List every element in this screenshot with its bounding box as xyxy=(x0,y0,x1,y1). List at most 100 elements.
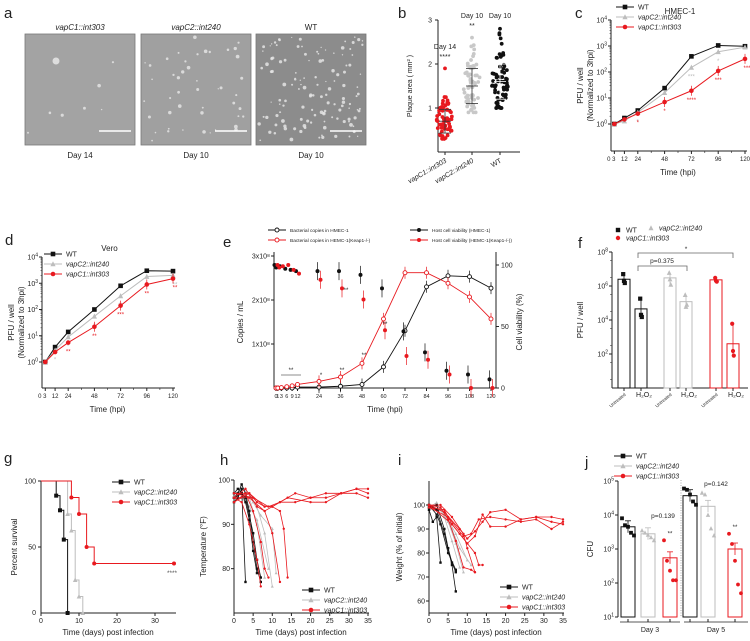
data-point xyxy=(648,534,654,540)
plaque xyxy=(341,54,344,56)
panel-label-d: d xyxy=(5,232,13,249)
data-point xyxy=(473,73,478,78)
legend-label: Host cell viability (HEMC-1(Keap1-/-)) xyxy=(432,238,512,244)
data-point xyxy=(622,280,627,286)
plaque xyxy=(361,43,364,46)
data-point xyxy=(682,292,688,297)
data-point xyxy=(499,41,504,46)
data-point xyxy=(469,108,473,112)
data-point xyxy=(488,316,494,322)
significance: ** xyxy=(144,291,149,297)
legend-marker xyxy=(118,479,124,485)
panel-label-h: h xyxy=(220,452,228,469)
legend-label: WT xyxy=(626,228,638,235)
x-tick-label: H₂O₂ xyxy=(636,392,652,399)
data-point xyxy=(355,487,358,491)
plaque xyxy=(347,117,351,121)
plaque xyxy=(284,99,287,103)
data-point xyxy=(688,492,692,497)
x-tick-label: 84 xyxy=(423,394,429,400)
y-axis-label: Plaque area ( mm² ) xyxy=(407,55,414,117)
data-point xyxy=(473,571,477,574)
panel-label-f: f xyxy=(578,235,583,252)
x-tick-label: 15 xyxy=(483,618,491,625)
data-point xyxy=(714,279,719,284)
data-point xyxy=(440,136,445,141)
data-point xyxy=(278,500,282,504)
legend-marker xyxy=(615,235,621,241)
data-point xyxy=(469,58,473,62)
data-point xyxy=(635,111,641,116)
plaque xyxy=(361,40,364,42)
data-point xyxy=(255,558,259,561)
plaque xyxy=(322,111,326,116)
x-group-label: Day 3 xyxy=(641,627,659,634)
data-point xyxy=(324,500,328,504)
x-tick-label: 72 xyxy=(402,394,408,400)
x-tick-label: 96 xyxy=(445,394,451,400)
data-point xyxy=(561,523,565,526)
data-point xyxy=(561,520,565,523)
plaque xyxy=(242,115,245,118)
legend-marker xyxy=(50,251,56,257)
series-line-0 xyxy=(44,270,174,363)
y-tick-label: 108 xyxy=(597,248,608,257)
data-point xyxy=(742,56,748,62)
data-point xyxy=(442,95,447,99)
data-point xyxy=(466,73,471,78)
data-point xyxy=(458,527,461,531)
day-label: Day 14 xyxy=(434,44,456,51)
legend-marker xyxy=(118,499,124,505)
data-point xyxy=(286,263,291,267)
plaque xyxy=(322,125,327,130)
data-point xyxy=(454,539,457,543)
x-tick-label: Untreated xyxy=(700,392,719,409)
data-point xyxy=(270,527,274,530)
plaque xyxy=(282,104,285,107)
bar xyxy=(634,308,648,389)
data-point xyxy=(733,558,737,563)
data-point xyxy=(481,513,484,516)
plaque xyxy=(60,113,64,117)
data-point xyxy=(481,520,484,523)
data-point xyxy=(504,68,509,73)
legend-label: vapC1::int303 xyxy=(324,608,367,615)
plaque xyxy=(270,43,273,45)
data-point xyxy=(270,584,274,588)
x-tick-label: 120 xyxy=(168,394,179,400)
data-point xyxy=(449,117,454,122)
data-point xyxy=(473,551,477,555)
data-point xyxy=(450,539,454,543)
data-point xyxy=(255,571,259,575)
data-point xyxy=(251,549,255,553)
data-point xyxy=(498,26,502,31)
x-tick-label: 60 xyxy=(380,394,386,400)
data-point xyxy=(466,86,471,90)
data-point xyxy=(402,270,408,276)
plaque xyxy=(294,77,296,80)
data-point xyxy=(699,490,705,495)
data-point xyxy=(361,297,366,302)
y-tick-label: 106 xyxy=(597,282,608,291)
plaque xyxy=(351,54,354,56)
plaque xyxy=(100,108,103,111)
data-point xyxy=(255,505,259,508)
plaque xyxy=(299,129,303,134)
plaque xyxy=(275,44,278,47)
data-point xyxy=(338,383,343,389)
x-tick-label: 15 xyxy=(288,618,296,625)
legend-label: vapC2::int240 xyxy=(522,595,565,602)
bar xyxy=(709,279,723,389)
data-point xyxy=(92,561,97,566)
x-tick-label: 72 xyxy=(117,394,124,400)
x-tick-label: 1 xyxy=(276,394,279,400)
data-point xyxy=(274,571,278,575)
p-value: p=0.375 xyxy=(650,258,674,265)
data-point xyxy=(498,106,503,110)
plaque xyxy=(259,139,262,142)
plaque xyxy=(356,92,360,96)
data-point xyxy=(464,99,469,104)
data-point xyxy=(462,90,467,95)
data-point xyxy=(488,285,494,291)
data-point xyxy=(423,350,427,355)
